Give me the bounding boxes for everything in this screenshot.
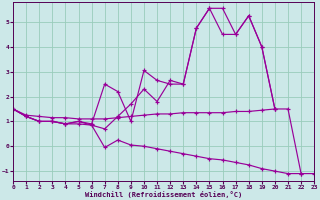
X-axis label: Windchill (Refroidissement éolien,°C): Windchill (Refroidissement éolien,°C) xyxy=(85,191,242,198)
